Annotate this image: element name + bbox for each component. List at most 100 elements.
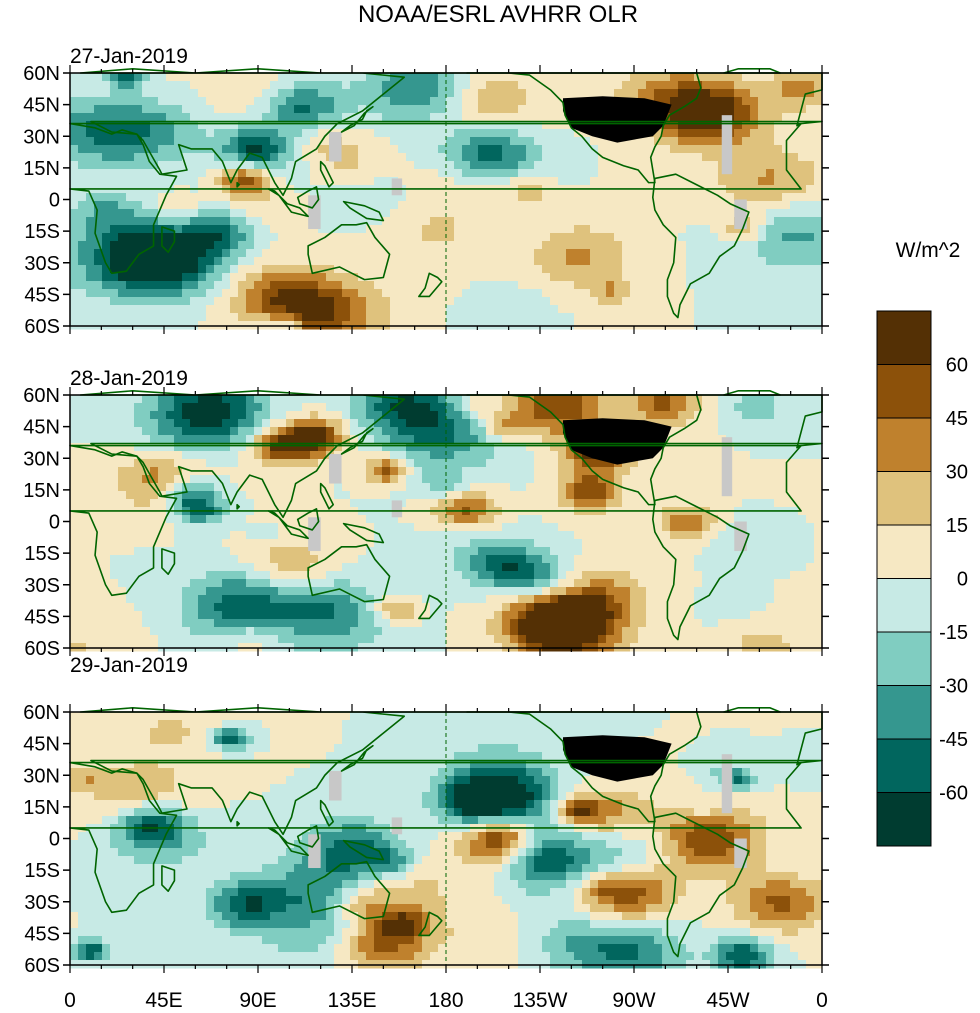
olr-cell — [798, 81, 807, 90]
olr-cell — [582, 177, 591, 186]
olr-cell — [78, 201, 87, 210]
olr-cell — [190, 443, 199, 452]
olr-cell — [150, 257, 159, 266]
olr-cell — [766, 129, 775, 138]
olr-cell — [350, 233, 359, 242]
olr-cell — [278, 411, 287, 420]
olr-cell — [558, 427, 567, 436]
olr-cell — [174, 435, 183, 444]
olr-cell — [550, 443, 559, 452]
olr-cell — [246, 459, 255, 468]
olr-cell — [286, 265, 295, 274]
olr-cell — [718, 73, 727, 82]
olr-cell — [238, 113, 247, 122]
olr-cell — [790, 249, 799, 258]
olr-cell — [78, 459, 87, 468]
olr-cell — [278, 161, 287, 170]
olr-cell — [558, 265, 567, 274]
olr-cell — [270, 209, 279, 218]
olr-cell — [814, 297, 823, 306]
olr-cell — [526, 289, 535, 298]
olr-cell — [710, 169, 719, 178]
olr-cell — [438, 539, 447, 548]
olr-cell — [174, 97, 183, 106]
olr-cell — [206, 419, 215, 428]
olr-cell — [678, 137, 687, 146]
olr-cell — [486, 169, 495, 178]
olr-cell — [670, 113, 679, 122]
olr-cell — [190, 249, 199, 258]
olr-cell — [150, 177, 159, 186]
olr-cell — [406, 531, 415, 540]
olr-cell — [734, 249, 743, 258]
olr-cell — [542, 129, 551, 138]
olr-cell — [502, 241, 511, 250]
olr-cell — [406, 249, 415, 258]
olr-cell — [126, 209, 135, 218]
olr-cell — [422, 89, 431, 98]
olr-cell — [310, 121, 319, 130]
olr-cell — [262, 137, 271, 146]
olr-cell — [358, 531, 367, 540]
olr-cell — [590, 491, 599, 500]
olr-cell — [318, 475, 327, 484]
olr-cell — [582, 257, 591, 266]
olr-cell — [278, 225, 287, 234]
olr-cell — [582, 411, 591, 420]
olr-cell — [126, 483, 135, 492]
olr-cell — [646, 217, 655, 226]
olr-cell — [502, 113, 511, 122]
olr-cell — [406, 435, 415, 444]
olr-cell — [566, 273, 575, 282]
olr-cell — [734, 491, 743, 500]
olr-cell — [246, 403, 255, 412]
olr-cell — [278, 273, 287, 282]
olr-cell — [382, 145, 391, 154]
olr-cell — [750, 411, 759, 420]
olr-cell — [558, 435, 567, 444]
olr-cell — [670, 411, 679, 420]
olr-cell — [262, 257, 271, 266]
olr-cell — [790, 161, 799, 170]
olr-cell — [150, 459, 159, 468]
olr-cell — [702, 153, 711, 162]
olr-cell — [654, 225, 663, 234]
olr-cell — [174, 153, 183, 162]
olr-cell — [726, 249, 735, 258]
olr-cell — [326, 233, 335, 242]
olr-cell — [350, 305, 359, 314]
olr-cell — [726, 73, 735, 82]
olr-cell — [262, 475, 271, 484]
olr-cell — [134, 483, 143, 492]
olr-cell — [398, 459, 407, 468]
olr-cell — [518, 451, 527, 460]
olr-cell — [398, 547, 407, 556]
olr-cell — [542, 105, 551, 114]
olr-cell — [510, 483, 519, 492]
olr-cell — [406, 459, 415, 468]
olr-cell — [526, 233, 535, 242]
olr-cell — [566, 137, 575, 146]
olr-cell — [214, 281, 223, 290]
olr-cell — [70, 129, 79, 138]
olr-cell — [270, 113, 279, 122]
olr-cell — [230, 153, 239, 162]
olr-cell — [446, 411, 455, 420]
olr-cell — [758, 531, 767, 540]
olr-cell — [526, 523, 535, 532]
olr-cell — [614, 475, 623, 484]
olr-cell — [678, 273, 687, 282]
olr-cell — [766, 305, 775, 314]
olr-cell — [694, 475, 703, 484]
olr-cell — [814, 121, 823, 130]
olr-cell — [150, 169, 159, 178]
olr-cell — [238, 419, 247, 428]
olr-cell — [470, 105, 479, 114]
olr-cell — [318, 435, 327, 444]
olr-cell — [454, 225, 463, 234]
olr-cell — [302, 73, 311, 82]
olr-cell — [430, 451, 439, 460]
olr-cell — [574, 73, 583, 82]
olr-cell — [406, 193, 415, 202]
olr-cell — [142, 451, 151, 460]
